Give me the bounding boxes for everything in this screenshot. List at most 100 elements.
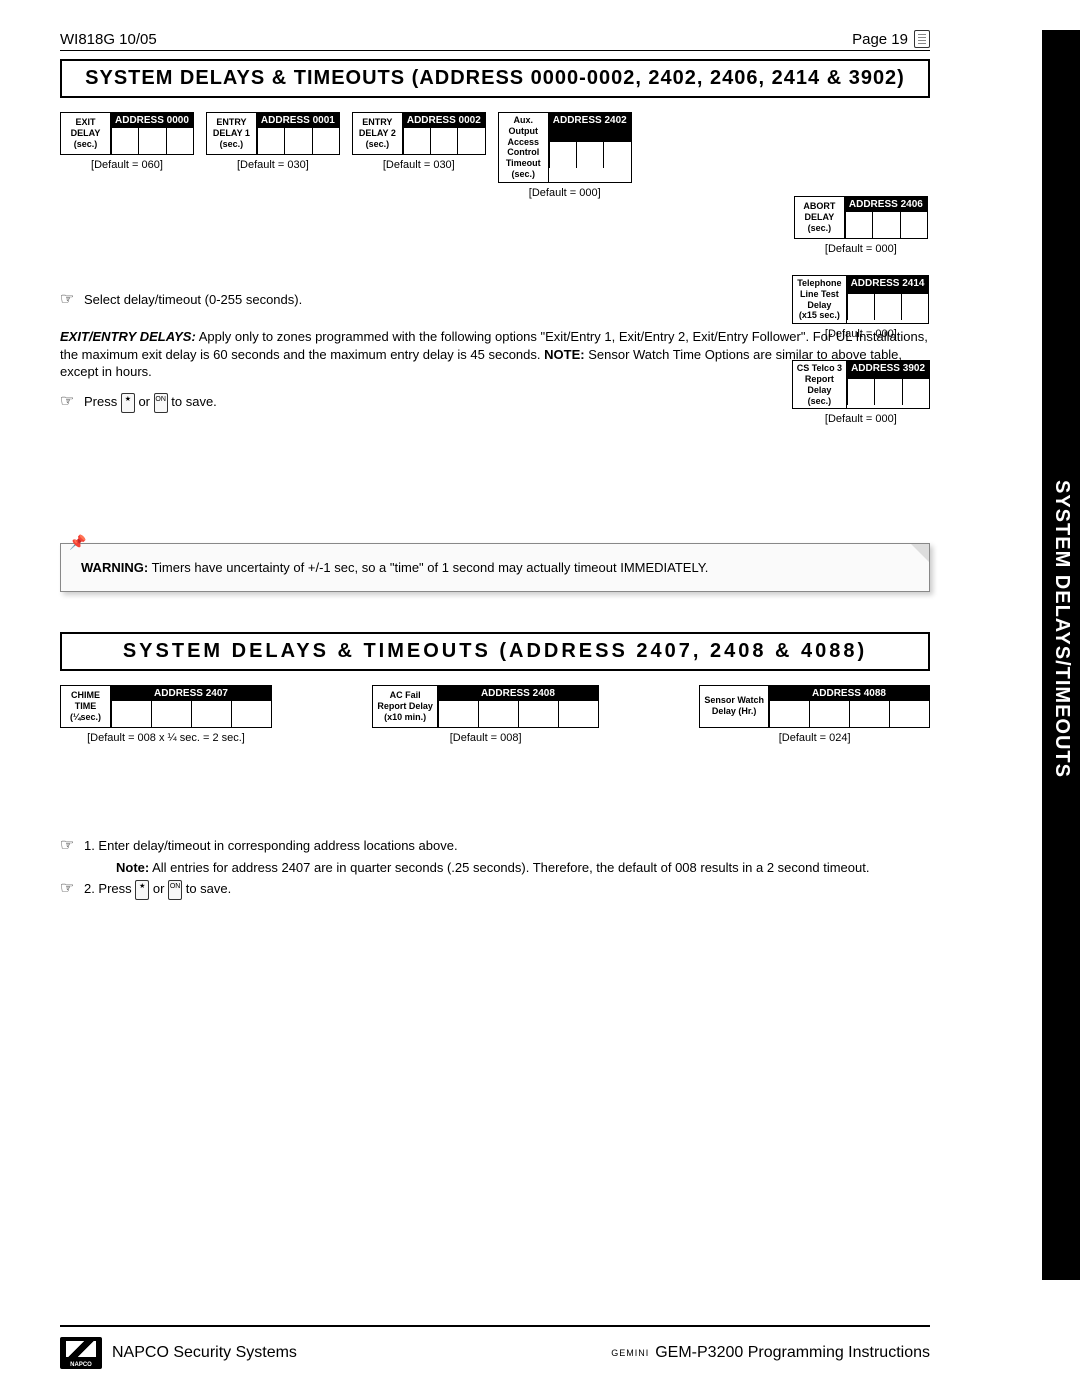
address-header: ADDRESS 4088 [769, 686, 929, 701]
address-input-cell[interactable] [845, 212, 871, 238]
address-input-cell[interactable] [847, 379, 873, 405]
address-input-cell[interactable] [901, 294, 927, 320]
address-input-cell[interactable] [231, 701, 271, 727]
doc-id: WI818G 10/05 [60, 31, 157, 48]
section2-title-box: SYSTEM DELAYS & TIMEOUTS (ADDRESS 2407, … [60, 632, 930, 671]
section2: SYSTEM DELAYS & TIMEOUTS (ADDRESS 2407, … [60, 632, 930, 902]
address-input-cell[interactable] [518, 701, 558, 727]
address-input-cell[interactable] [549, 142, 575, 168]
para-label: EXIT/ENTRY DELAYS: [60, 329, 196, 344]
section1-boxes-row: EXITDELAY(sec.)ADDRESS 0000 [Default = 06… [60, 112, 930, 199]
address-header: ADDRESS 0001 [257, 113, 339, 128]
address-label: ENTRYDELAY 1(sec.) [207, 113, 257, 154]
pin-icon: 📌 [69, 534, 86, 551]
address-label: AC FailReport Delay(x10 min.) [373, 686, 438, 727]
address-input-cell[interactable] [138, 128, 164, 154]
default-text: [Default = 060] [91, 159, 163, 171]
footer-right: GEMINI GEM-P3200 Programming Instruction… [611, 1344, 930, 1362]
default-text: [Default = 000] [825, 328, 897, 340]
address-input-cell[interactable] [576, 142, 602, 168]
address-input-cell[interactable] [849, 701, 889, 727]
footer-product: GEM-P3200 Programming Instructions [655, 1344, 930, 1362]
address-grid: CS Telco 3ReportDelay(sec.)ADDRESS 3902 [792, 360, 930, 409]
address-input-cell[interactable] [603, 142, 629, 168]
instr1-text: 1. Enter delay/timeout in corresponding … [84, 838, 458, 853]
section2-title: SYSTEM DELAYS & TIMEOUTS (ADDRESS 2407, … [66, 640, 924, 663]
address-box: Sensor WatchDelay (Hr.)ADDRESS 4088[Defa… [699, 685, 930, 744]
address-header: ADDRESS 0002 [403, 113, 485, 128]
instr-note-text: All entries for address 2407 are in quar… [152, 860, 869, 875]
address-box: TelephoneLine TestDelay(x15 sec.)ADDRESS… [792, 275, 929, 340]
select-text: Select delay/timeout (0-255 seconds). [84, 292, 302, 307]
address-input-cell[interactable] [111, 128, 137, 154]
address-box: EXITDELAY(sec.)ADDRESS 0000 [Default = 06… [60, 112, 194, 199]
default-text: [Default = 000] [825, 413, 897, 425]
address-grid: ENTRYDELAY 2(sec.)ADDRESS 0002 [352, 112, 486, 155]
address-label: Sensor WatchDelay (Hr.) [700, 686, 769, 727]
instr2-or: or [153, 881, 165, 896]
address-box: CHIMETIME(¼sec.)ADDRESS 2407[Default = 0… [60, 685, 272, 744]
address-header: ADDRESS 2407 [111, 686, 271, 701]
address-input-cell[interactable] [769, 701, 809, 727]
side-tab-label: SYSTEM DELAYS/TIMEOUTS [1050, 480, 1073, 778]
warning-box: 📌 WARNING: Timers have uncertainty of +/… [60, 543, 930, 592]
section1-title: SYSTEM DELAYS & TIMEOUTS (ADDRESS 0000-0… [66, 67, 924, 90]
address-input-cell[interactable] [284, 128, 310, 154]
instr2-pre: 2. Press [84, 881, 132, 896]
address-header: ADDRESS 2414 [847, 276, 929, 294]
address-input-cell[interactable] [438, 701, 478, 727]
address-input-cell[interactable] [872, 212, 898, 238]
address-input-cell[interactable] [874, 294, 900, 320]
address-input-cell[interactable] [900, 212, 926, 238]
address-input-cell[interactable] [558, 701, 598, 727]
para-note-label: NOTE: [544, 347, 584, 362]
warning-text: Timers have uncertainty of +/-1 sec, so … [152, 560, 709, 575]
address-input-cell[interactable] [111, 701, 151, 727]
key-icon: ★ [121, 393, 135, 413]
address-box: ENTRYDELAY 1(sec.)ADDRESS 0001 [Default =… [206, 112, 340, 199]
address-input-cell[interactable] [847, 294, 873, 320]
address-input-cell[interactable] [457, 128, 483, 154]
address-input-cell[interactable] [874, 379, 900, 405]
address-input-cell[interactable] [430, 128, 456, 154]
key-icon: ★ [135, 880, 149, 900]
address-input-cell[interactable] [151, 701, 191, 727]
address-input-cell[interactable] [809, 701, 849, 727]
address-input-cell[interactable] [166, 128, 192, 154]
instr-line-2: ☞ 2. Press ★ or ON to save. [60, 877, 930, 901]
default-text: [Default = 000] [529, 187, 601, 199]
address-box: ENTRYDELAY 2(sec.)ADDRESS 0002[Default =… [352, 112, 486, 199]
address-input-cell[interactable] [478, 701, 518, 727]
address-grid: EXITDELAY(sec.)ADDRESS 0000 [60, 112, 194, 155]
corner-fold-icon [911, 544, 929, 562]
default-text: [Default = 008 x ¼ sec. = 2 sec.] [87, 732, 245, 744]
address-grid: AC FailReport Delay(x10 min.)ADDRESS 240… [372, 685, 599, 728]
address-input-cell[interactable] [889, 701, 929, 727]
instr2-post: to save. [186, 881, 232, 896]
page-number-text: Page 19 [852, 31, 908, 48]
key-icon: ON [168, 880, 182, 900]
address-input-cell[interactable] [312, 128, 338, 154]
instr-note-label: Note: [116, 860, 149, 875]
address-input-cell[interactable] [403, 128, 429, 154]
press-post: to save. [171, 394, 217, 409]
address-grid: Sensor WatchDelay (Hr.)ADDRESS 4088 [699, 685, 930, 728]
address-header: ADDRESS 0000 [111, 113, 193, 128]
address-header: ADDRESS 3902 [847, 361, 929, 379]
instr-note: Note: All entries for address 2407 are i… [60, 858, 930, 878]
hand-icon: ☞ [60, 837, 74, 854]
section1-body: EXITDELAY(sec.)ADDRESS 0000 [Default = 06… [60, 112, 930, 592]
default-text: [Default = 008] [450, 732, 522, 744]
page-header: WI818G 10/05 Page 19 [60, 30, 930, 51]
press-or: or [138, 394, 150, 409]
address-input-cell[interactable] [191, 701, 231, 727]
address-input-cell[interactable] [902, 379, 928, 405]
address-header: ADDRESS 2408 [438, 686, 598, 701]
default-text: [Default = 000] [825, 243, 897, 255]
napco-logo-text: NAPCO [60, 1362, 102, 1368]
address-input-cell[interactable] [257, 128, 283, 154]
section1-title-box: SYSTEM DELAYS & TIMEOUTS (ADDRESS 0000-0… [60, 59, 930, 98]
default-text: [Default = 030] [237, 159, 309, 171]
page-footer: NAPCO NAPCO Security Systems GEMINI GEM-… [60, 1325, 930, 1369]
address-grid: TelephoneLine TestDelay(x15 sec.)ADDRESS… [792, 275, 929, 324]
